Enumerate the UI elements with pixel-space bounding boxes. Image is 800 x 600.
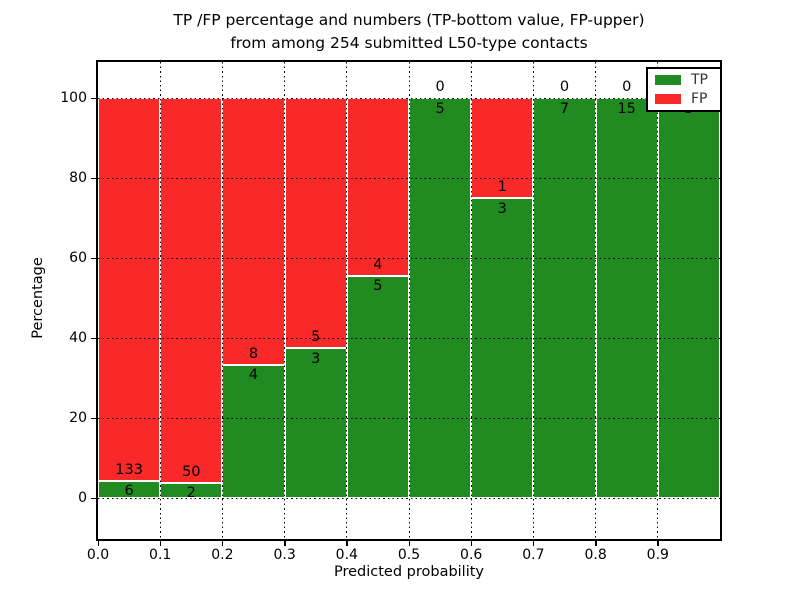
x-tick-label-0.7: 0.7 [522, 547, 545, 563]
tp-count-label-3: 3 [311, 350, 321, 367]
y-tick-label-80: 80 [69, 170, 87, 186]
x-tick-0.1 [159, 541, 162, 546]
fp-count-label-3: 5 [311, 329, 321, 345]
legend: TP FP [646, 67, 722, 112]
y-tick-60 [91, 257, 96, 259]
tp-count-label-2: 4 [248, 367, 259, 384]
gridline-x-0.9 [657, 62, 659, 539]
bar-tp-1 [160, 482, 223, 498]
bar-tp-9 [657, 98, 720, 498]
gridline-x-0.1 [159, 62, 161, 539]
bar-fp-3 [284, 98, 347, 348]
chart-title-line2: from among 254 submitted L50-type contac… [230, 34, 588, 52]
fp-count-label-0: 133 [115, 461, 143, 478]
gridline-x-0.8 [595, 62, 597, 539]
legend-swatch-fp [655, 94, 681, 104]
x-tick-label-0.6: 0.6 [460, 547, 483, 563]
chart-title: TP /FP percentage and numbers (TP-bottom… [96, 9, 722, 55]
bar-tp-0 [98, 480, 161, 498]
fp-count-label-6: 1 [497, 179, 507, 195]
y-tick-label-60: 60 [69, 250, 87, 266]
bar-fp-4 [346, 98, 409, 276]
tp-count-label-6: 3 [497, 200, 507, 217]
x-axis-label: Predicted probability [333, 564, 485, 580]
gridline-x-0.3 [284, 62, 286, 539]
legend-label-fp: FP [691, 90, 708, 107]
tp-count-label-5: 5 [435, 100, 445, 117]
x-tick-label-0.3: 0.3 [273, 547, 296, 563]
bar-tp-2 [222, 364, 285, 498]
x-tick-0.3 [284, 541, 286, 546]
x-tick-label-0.8: 0.8 [584, 547, 607, 563]
tp-count-label-7: 7 [559, 100, 570, 117]
plot-area: 133650284534505130701503 [96, 60, 722, 541]
x-tick-0.6 [470, 541, 473, 546]
gridline-x-0.2 [221, 62, 223, 539]
x-tick-label-0.9: 0.9 [646, 547, 669, 563]
bar-fp-0 [98, 98, 161, 481]
x-tick-0.4 [346, 541, 348, 546]
x-tick-0.7 [532, 541, 535, 546]
y-tick-100 [91, 97, 96, 99]
y-tick-label-0: 0 [78, 490, 87, 506]
y-tick-40 [91, 337, 96, 339]
fp-count-label-2: 8 [248, 345, 259, 362]
tp-count-label-4: 5 [373, 278, 383, 295]
y-tick-80 [91, 177, 96, 179]
fp-count-label-7: 0 [559, 79, 570, 95]
chart-title-line1: TP /FP percentage and numbers (TP-bottom… [173, 11, 645, 29]
legend-swatch-tp [655, 75, 681, 85]
bar-fp-1 [160, 98, 223, 483]
y-tick-label-100: 100 [60, 90, 87, 106]
gridline-x-0.5 [408, 62, 410, 539]
bar-fp-2 [222, 98, 285, 365]
bar-tp-5 [409, 98, 472, 498]
legend-entry-fp: FP [655, 90, 713, 107]
tp-count-label-8: 15 [617, 100, 636, 117]
bar-tp-3 [284, 348, 347, 498]
x-tick-label-0.2: 0.2 [211, 547, 234, 563]
gridline-x-0.4 [346, 62, 348, 539]
x-tick-label-0.1: 0.1 [149, 547, 172, 563]
gridline-x-0.6 [470, 62, 472, 539]
legend-entry-tp: TP [655, 71, 713, 88]
fp-count-label-8: 0 [622, 79, 632, 95]
tp-count-label-1: 2 [186, 485, 196, 502]
y-axis-label: Percentage [30, 257, 46, 339]
bar-tp-6 [471, 198, 534, 498]
x-tick-label-0.4: 0.4 [335, 547, 358, 563]
fp-count-label-5: 0 [435, 79, 445, 95]
y-tick-0 [91, 497, 96, 499]
y-tick-20 [91, 417, 96, 419]
x-tick-0.9 [657, 541, 659, 546]
x-tick-0.2 [221, 541, 224, 546]
bar-tp-7 [533, 98, 596, 498]
x-tick-label-0.0: 0.0 [86, 547, 110, 563]
y-tick-label-20: 20 [69, 410, 87, 426]
gridline-x-0.7 [532, 62, 534, 539]
bar-tp-4 [346, 275, 409, 498]
legend-label-tp: TP [691, 71, 708, 88]
fp-count-label-1: 50 [182, 463, 201, 480]
x-tick-0.0 [97, 541, 99, 546]
x-tick-label-0.5: 0.5 [397, 547, 421, 563]
bar-tp-8 [595, 98, 658, 498]
tp-count-label-0: 6 [124, 483, 134, 500]
y-tick-label-40: 40 [69, 330, 87, 346]
x-tick-0.8 [595, 541, 597, 546]
x-tick-0.5 [408, 541, 410, 546]
fp-count-label-4: 4 [373, 256, 383, 273]
